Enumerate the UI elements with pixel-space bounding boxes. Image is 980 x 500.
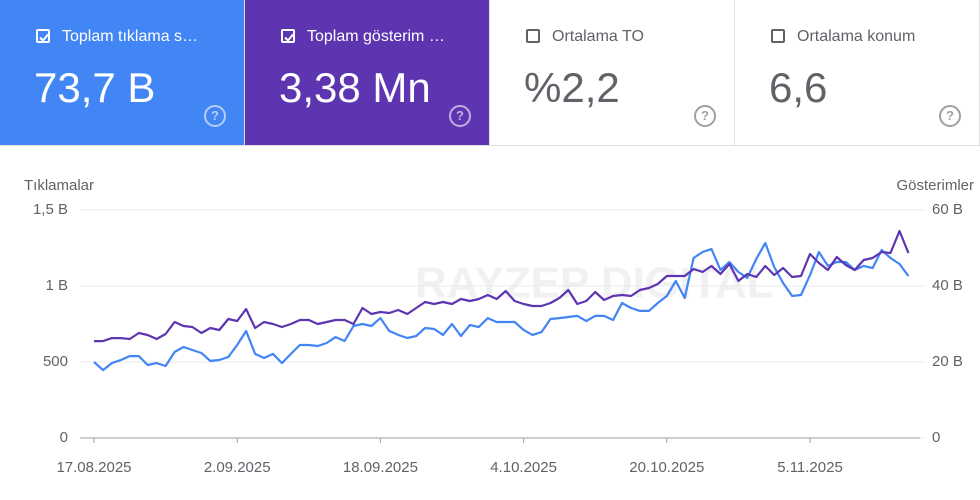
checkbox[interactable]: [281, 29, 295, 43]
metric-value: %2,2: [524, 64, 620, 111]
metric-label: Toplam tıklama s…: [62, 28, 199, 45]
y-tick-label: 1,5 B: [33, 201, 68, 218]
checkbox[interactable]: [526, 29, 540, 43]
metric-value: 6,6: [769, 64, 828, 111]
metric-label: Ortalama konum: [797, 28, 916, 45]
y2-tick-label: 20 B: [932, 353, 963, 370]
y2-axis-title: Gösterimler: [896, 177, 974, 194]
metric-card[interactable]: Ortalama konum 6,6?: [735, 0, 980, 145]
metric-card[interactable]: Toplam gösterim … 3,38 Mn?: [245, 0, 490, 145]
series-line: [94, 229, 910, 343]
metric-value: 73,7 B: [34, 64, 156, 111]
help-icon[interactable]: ?: [939, 105, 961, 127]
x-tick-label: 4.10.2025: [490, 459, 557, 476]
y2-tick-label: 0: [932, 429, 940, 446]
checkbox[interactable]: [36, 29, 50, 43]
y2-tick-label: 40 B: [932, 277, 963, 294]
help-icon[interactable]: ?: [694, 105, 716, 127]
y2-tick-label: 60 B: [932, 201, 963, 218]
y-tick-label: 500: [43, 353, 68, 370]
help-icon[interactable]: ?: [204, 105, 226, 127]
x-tick-label: 17.08.2025: [56, 459, 131, 476]
metric-card[interactable]: Ortalama TO %2,2?: [490, 0, 735, 145]
x-tick-label: 5.11.2025: [777, 459, 843, 476]
y-tick-label: 0: [60, 429, 68, 446]
metric-card[interactable]: Toplam tıklama s… 73,7 B?: [0, 0, 245, 145]
metric-label: Ortalama TO: [552, 28, 644, 45]
checkbox[interactable]: [771, 29, 785, 43]
y-axis-title: Tıklamalar: [24, 177, 94, 194]
metric-cards: Toplam tıklama s… 73,7 B? Toplam gösterim …: [0, 0, 980, 146]
help-icon[interactable]: ?: [449, 105, 471, 127]
metric-value: 3,38 Mn: [279, 64, 431, 111]
x-tick-label: 20.10.2025: [629, 459, 704, 476]
y-tick-label: 1 B: [45, 277, 68, 294]
chart: RAYZEP DIGITAL Tıklamalar Gösterimler 05…: [24, 177, 974, 476]
checkmark: [39, 33, 49, 42]
series-line: [93, 241, 910, 372]
metric-label: Toplam gösterim …: [307, 28, 445, 45]
x-tick-label: 18.09.2025: [343, 459, 418, 476]
checkmark: [284, 33, 294, 42]
x-tick-label: 2.09.2025: [204, 459, 271, 476]
